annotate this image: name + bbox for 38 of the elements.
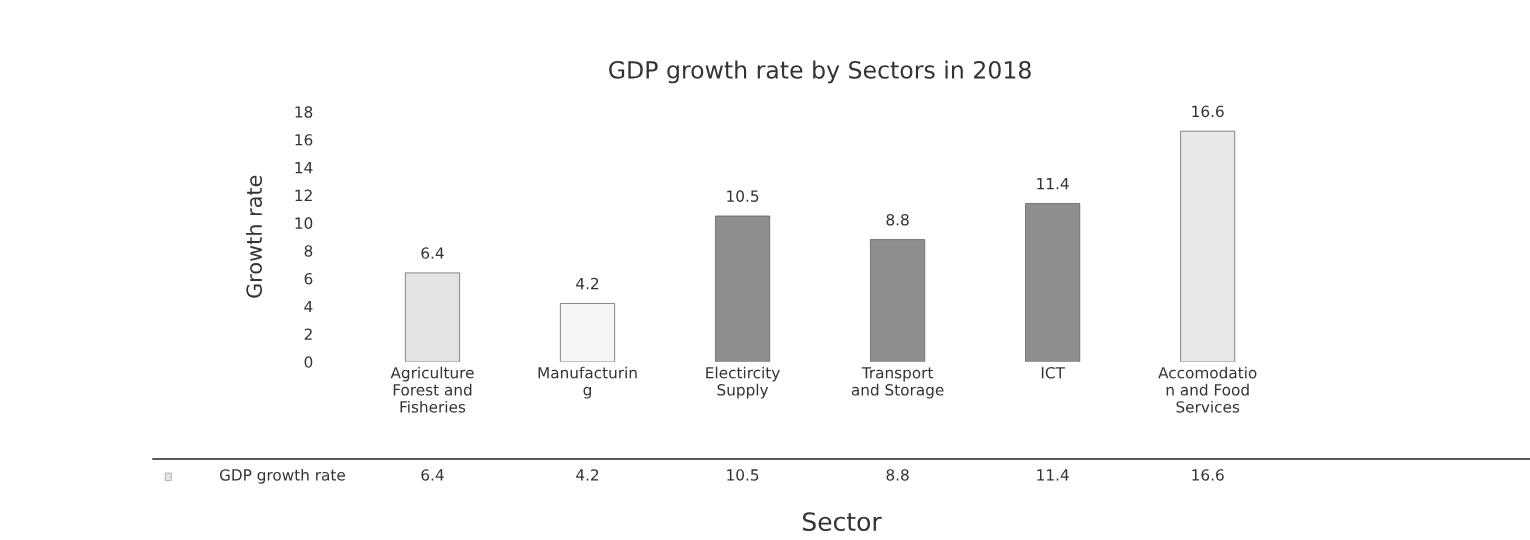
x-tick-label: ICT (1041, 366, 1065, 379)
y-tick-label: 14 (295, 162, 313, 174)
y-tick-label: 2 (304, 328, 312, 340)
x-tick-label: Transport and Storage (851, 367, 944, 399)
text: 11.4 (1037, 469, 1069, 481)
bar (1025, 203, 1081, 362)
chart-title: GDP growth rate by Sectors in 2018 (609, 60, 1031, 84)
bar (405, 272, 460, 362)
data-label: 6.4 (421, 247, 444, 259)
data-label: 16.6 (1192, 105, 1224, 118)
bar (560, 303, 615, 362)
data-label: 4.2 (576, 277, 599, 290)
text: 16.6 (1192, 469, 1224, 481)
y-tick-label: 8 (304, 245, 313, 257)
y-tick-label: 10 (295, 217, 313, 229)
y-tick-label: 16 (295, 134, 313, 146)
y-tick-label: 18 (295, 106, 313, 118)
data-label: 10.5 (727, 190, 759, 202)
y-axis-title: Growth rate (245, 175, 263, 298)
text: 8.8 (886, 469, 909, 481)
text: 4.2 (576, 469, 599, 481)
bar (1180, 130, 1236, 362)
text: 6.4 (421, 469, 444, 481)
text: GDP growth rate (219, 468, 345, 484)
x-axis-title: Sector (802, 512, 882, 532)
x-tick-label: Agriculture Forest and Fisheries (390, 366, 474, 413)
x-tick-label: Electircity Supply (706, 366, 780, 399)
y-tick-label: 0 (304, 356, 313, 368)
data-label: 8.8 (886, 213, 909, 226)
x-tick-label: Accomodatio n and Food Services (1158, 366, 1257, 413)
y-tick-label: 6 (304, 272, 313, 285)
y-tick-label: 12 (295, 189, 312, 201)
x-tick-label: Manufacturin g (538, 366, 637, 399)
bar (870, 239, 926, 362)
y-tick-label: 4 (304, 300, 313, 313)
text: 10.5 (727, 469, 759, 481)
data-label: 11.4 (1037, 178, 1069, 190)
bar (715, 215, 771, 362)
